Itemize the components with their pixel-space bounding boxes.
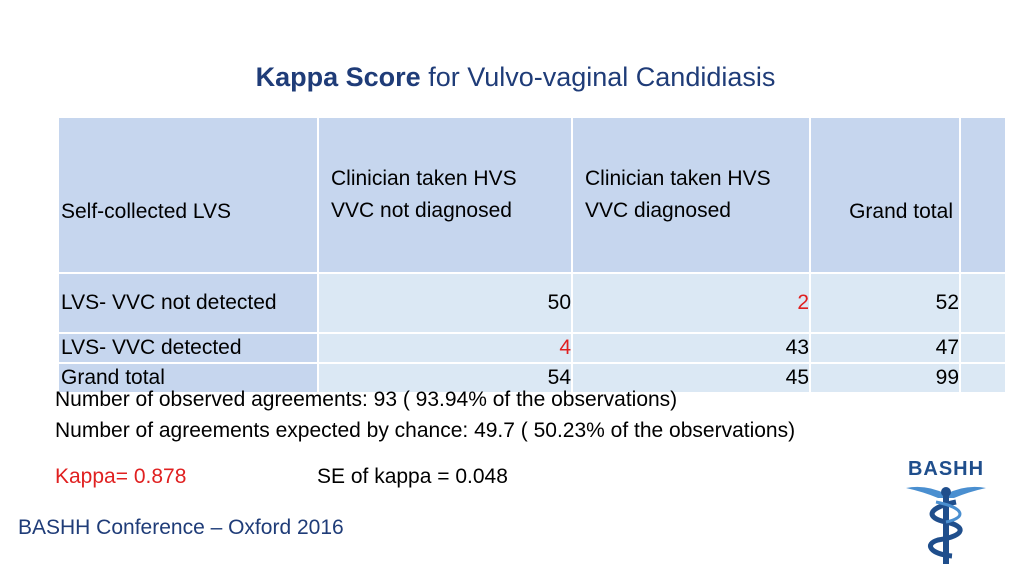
- se-kappa-value: SE of kappa = 0.048: [317, 465, 508, 488]
- row-label: LVS- VVC not detected: [59, 273, 319, 334]
- agreement-stats: Number of observed agreements: 93 ( 93.9…: [55, 384, 795, 446]
- cell-value: 99: [810, 363, 961, 394]
- header-c2-line2: VVC diagnosed: [585, 199, 731, 222]
- header-self-collected: Self-collected LVS: [59, 118, 319, 274]
- title-bold: Kappa Score: [255, 62, 421, 92]
- title-rest: for Vulvo-vaginal Candidiasis: [420, 62, 776, 92]
- row-label: Grand total: [59, 363, 319, 394]
- kappa-value: Kappa= 0.878: [55, 465, 187, 488]
- caduceus-icon: [906, 486, 986, 564]
- header-vvc-diagnosed: Clinician taken HVS VVC diagnosed: [572, 118, 811, 274]
- header-vvc-not-diagnosed: Clinician taken HVS VVC not diagnosed: [318, 118, 573, 274]
- header-grand-total: Grand total: [810, 118, 961, 274]
- table-row: LVS- VVC detected 4 43 47: [59, 333, 1007, 364]
- row-label: LVS- VVC detected: [59, 333, 319, 364]
- header-empty: [960, 118, 1007, 274]
- table-row: Grand total 54 45 99: [59, 363, 1007, 394]
- cell-empty: [960, 333, 1007, 364]
- slide-title: Kappa Score for Vulvo-vaginal Candidiasi…: [0, 62, 1024, 93]
- logo-text: BASHH: [907, 458, 985, 480]
- expected-agreements: Number of agreements expected by chance:…: [55, 419, 796, 442]
- header-c1-line1: Clinician taken HVS: [331, 167, 517, 190]
- cell-empty: [960, 363, 1007, 394]
- cell-value: 2: [572, 273, 811, 334]
- cell-value: 43: [572, 333, 811, 364]
- header-c1-line2: VVC not diagnosed: [331, 199, 512, 222]
- cell-value: 47: [810, 333, 961, 364]
- bashh-logo: BASHH: [896, 458, 996, 568]
- table-row: LVS- VVC not detected 50 2 52: [59, 273, 1007, 334]
- cell-value: 45: [572, 363, 811, 394]
- cell-value: 54: [318, 363, 573, 394]
- kappa-table: Self-collected LVS Clinician taken HVS V…: [59, 118, 1007, 394]
- header-c2-line1: Clinician taken HVS: [585, 167, 771, 190]
- cell-value: 4: [318, 333, 573, 364]
- conference-footer: BASHH Conference – Oxford 2016: [18, 516, 344, 539]
- cell-value: 50: [318, 273, 573, 334]
- cell-value: 52: [810, 273, 961, 334]
- cell-empty: [960, 273, 1007, 334]
- observed-agreements: Number of observed agreements: 93 ( 93.9…: [55, 388, 678, 411]
- table-header-row: Self-collected LVS Clinician taken HVS V…: [59, 118, 1007, 274]
